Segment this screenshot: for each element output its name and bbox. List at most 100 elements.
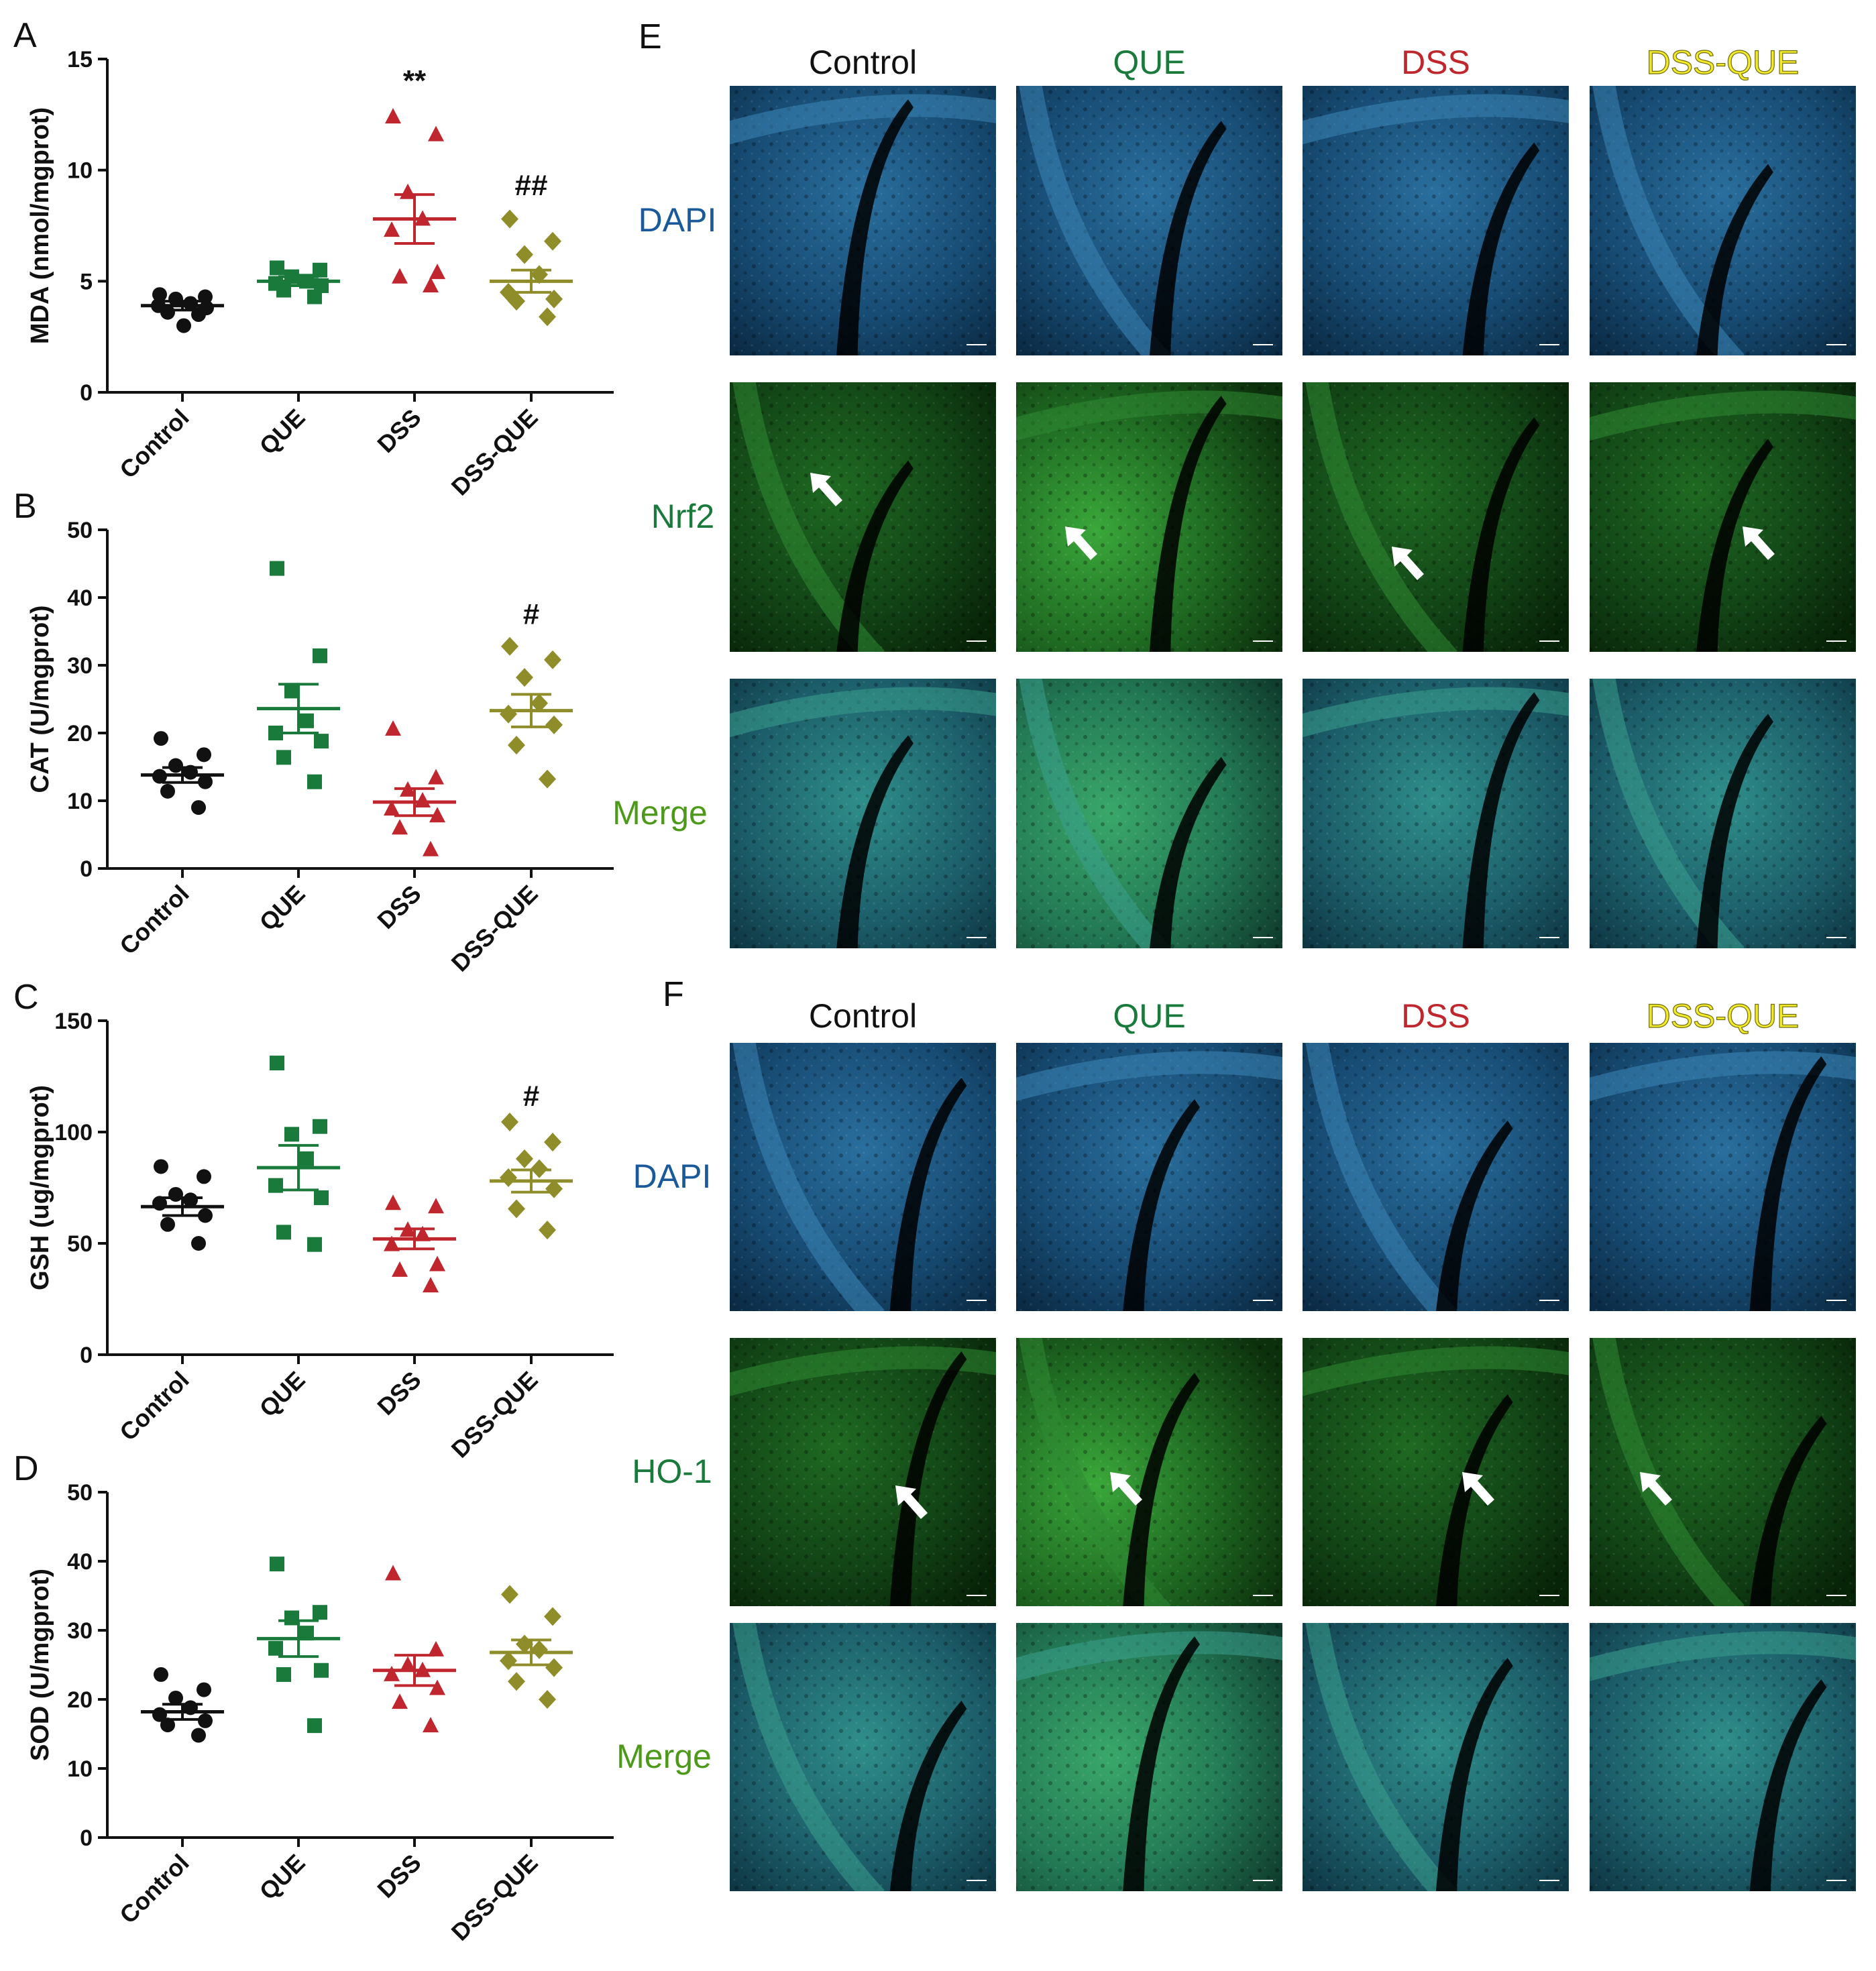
- data-point-dss: [392, 268, 408, 284]
- data-point-control: [154, 731, 168, 746]
- micrograph-merge-control: [730, 679, 996, 948]
- y-tick-label: 50: [67, 1231, 93, 1257]
- data-point-control: [154, 1667, 168, 1682]
- data-point-control: [168, 1690, 183, 1705]
- data-point-dss: [423, 1717, 439, 1733]
- data-point-dss-que: [508, 1199, 525, 1219]
- micrograph-nrf2-dss-que: [1590, 382, 1856, 652]
- arrow-icon: [895, 1485, 928, 1519]
- data-point-que: [307, 289, 322, 304]
- arrow-icon: [1743, 526, 1775, 560]
- x-tick-label-dss: DSS: [372, 404, 426, 458]
- micrograph-nrf2-control: [730, 382, 996, 652]
- lumen-region: [1749, 1416, 1827, 1606]
- lumen-region: [1435, 1394, 1513, 1606]
- lumen-region: [889, 1701, 967, 1891]
- lumen-region: [1749, 1679, 1827, 1891]
- x-tick-label-control: Control: [114, 404, 194, 484]
- data-point-que: [314, 1663, 329, 1678]
- data-point-dss-que: [539, 1690, 556, 1709]
- data-point-dss-que: [544, 231, 561, 251]
- data-point-dss-que: [539, 769, 556, 789]
- data-point-dss-que: [516, 1149, 533, 1168]
- data-point-dss: [385, 1565, 401, 1581]
- significance-mark: #: [523, 1080, 539, 1113]
- data-point-dss: [423, 1277, 439, 1293]
- data-point-que: [314, 1190, 329, 1205]
- chart-D: D 0 10 20 30 40 50 SOD (U/mgprot) Control QUE DSS D…: [13, 1449, 614, 1946]
- tissue-texture: [1303, 1043, 1569, 1311]
- lumen-region: [1436, 1121, 1513, 1311]
- muscle-layer: [730, 1346, 996, 1396]
- x-tick-label-dss-que: DSS-QUE: [446, 1849, 543, 1946]
- data-point-dss-que: [545, 1179, 563, 1198]
- y-tick-label: 15: [67, 47, 93, 72]
- column-header-dss-que: DSS-QUE: [1647, 997, 1800, 1035]
- data-point-control: [191, 1236, 206, 1251]
- muscle-layer: [1303, 1346, 1569, 1396]
- data-point-que: [299, 713, 314, 728]
- data-point-control: [197, 1169, 211, 1184]
- micrograph-ho-1-dss-que: [1590, 1338, 1856, 1606]
- row-label-dapi: DAPI: [633, 1158, 712, 1195]
- data-point-dss-que: [508, 292, 525, 311]
- lumen-region: [1149, 396, 1227, 652]
- x-tick-label-que: QUE: [254, 1366, 311, 1422]
- micrograph-dapi-que: [1016, 1043, 1282, 1311]
- micrograph-dapi-control: [730, 1043, 996, 1311]
- lumen-region: [889, 1351, 967, 1606]
- y-tick-label: 20: [67, 721, 93, 746]
- row-label-merge: Merge: [616, 1738, 712, 1775]
- data-point-dss: [428, 125, 444, 142]
- data-point-que: [276, 750, 291, 765]
- lumen-region: [1123, 1099, 1200, 1311]
- panel-letter-C: C: [13, 978, 39, 1017]
- lumen-region: [889, 1078, 967, 1311]
- panel-letter-F: F: [663, 975, 684, 1014]
- data-point-dss-que: [531, 693, 548, 713]
- data-point-que: [313, 262, 327, 278]
- y-tick-label: 50: [67, 518, 93, 543]
- data-point-dss: [385, 720, 401, 736]
- data-point-dss: [429, 807, 445, 823]
- y-tick-label: 40: [67, 1549, 93, 1575]
- x-tick-label-que: QUE: [254, 880, 311, 936]
- x-tick-label-dss-que: DSS-QUE: [446, 404, 543, 501]
- data-point-control: [168, 758, 183, 773]
- lumen-region: [1462, 142, 1540, 355]
- micrograph-dapi-control: [730, 86, 996, 355]
- data-point-dss: [428, 769, 444, 785]
- data-point-control: [160, 1717, 175, 1733]
- y-axis-label: CAT (U/mgprot): [26, 605, 54, 793]
- micrograph-nrf2-dss: [1303, 382, 1569, 652]
- column-header-que: QUE: [1113, 997, 1185, 1035]
- data-point-control: [198, 1208, 213, 1223]
- y-tick-label: 10: [67, 158, 93, 184]
- data-point-dss-que: [500, 704, 517, 724]
- lumen-region: [836, 99, 914, 355]
- panel-letter-D: D: [13, 1449, 39, 1488]
- data-point-dss-que: [544, 1132, 561, 1151]
- y-tick-label: 50: [67, 1480, 93, 1506]
- y-tick-label: 0: [80, 856, 93, 882]
- data-point-que: [270, 260, 284, 276]
- lumen-region: [1749, 1056, 1827, 1311]
- data-point-dss-que: [501, 209, 518, 229]
- data-point-control: [191, 1728, 206, 1743]
- data-point-que: [314, 734, 329, 749]
- y-tick-label: 0: [80, 1343, 93, 1368]
- data-point-control: [160, 783, 175, 799]
- y-tick-label: 20: [67, 1687, 93, 1713]
- data-point-que: [276, 1225, 291, 1240]
- data-point-que: [284, 1610, 299, 1626]
- x-tick-label-control: Control: [114, 1849, 194, 1929]
- chart-B: B 0 10 20 30 40 50 CAT (U/mgprot) Control QUE DSS D…: [13, 487, 614, 977]
- data-point-que: [313, 1119, 327, 1134]
- data-point-dss-que: [545, 289, 563, 308]
- row-label-merge: Merge: [612, 794, 708, 832]
- y-axis-label: GSH (ug/mgprot): [26, 1085, 54, 1290]
- x-tick-label-dss: DSS: [372, 880, 426, 934]
- data-point-dss: [385, 108, 401, 124]
- tissue-texture: [1016, 679, 1282, 948]
